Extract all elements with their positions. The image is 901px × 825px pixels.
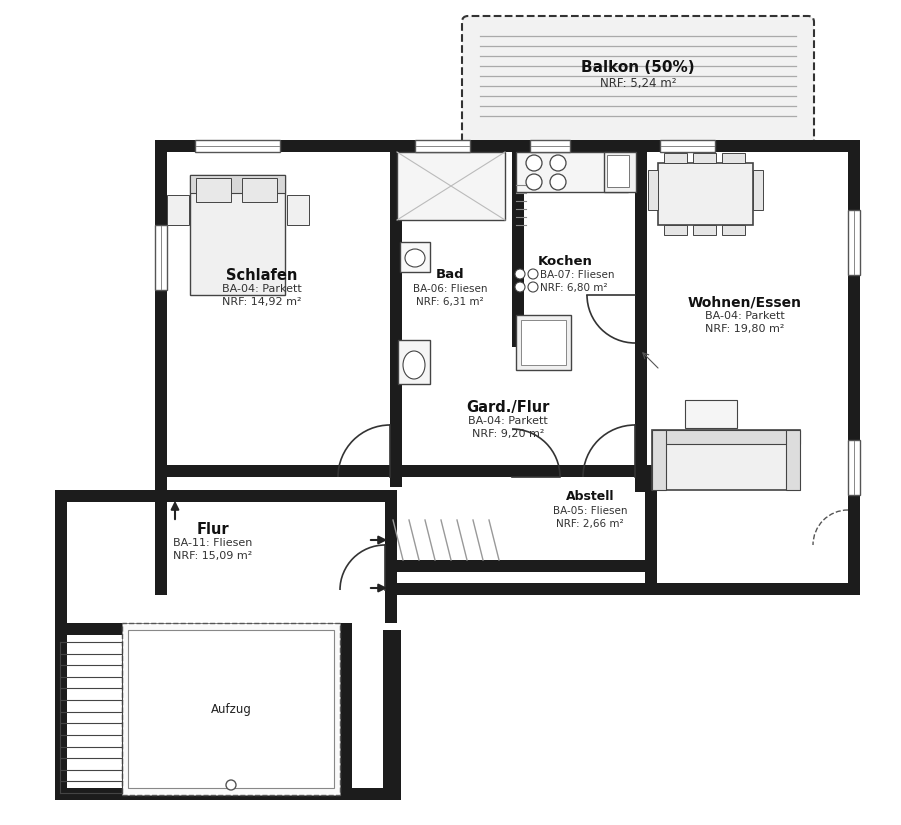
Text: Flur: Flur xyxy=(196,522,230,537)
Bar xyxy=(385,490,397,607)
Ellipse shape xyxy=(405,249,425,267)
Bar xyxy=(55,490,385,502)
Bar xyxy=(340,623,352,795)
Bar xyxy=(167,465,635,477)
Bar xyxy=(287,195,309,225)
Bar xyxy=(155,140,167,595)
Circle shape xyxy=(515,282,525,292)
Bar xyxy=(848,210,860,275)
Circle shape xyxy=(528,282,538,292)
Bar xyxy=(385,583,860,595)
Bar xyxy=(658,163,753,225)
Text: NRF: 6,80 m²: NRF: 6,80 m² xyxy=(540,283,607,293)
Text: BA-04: Parkett: BA-04: Parkett xyxy=(705,311,785,321)
Bar xyxy=(645,465,657,595)
Bar xyxy=(195,140,280,152)
Bar xyxy=(383,630,401,800)
Bar xyxy=(607,155,629,187)
Text: NRF: 2,66 m²: NRF: 2,66 m² xyxy=(556,519,623,529)
Circle shape xyxy=(526,155,542,171)
Text: BA-07: Fliesen: BA-07: Fliesen xyxy=(540,270,614,280)
Bar xyxy=(664,225,687,235)
Circle shape xyxy=(550,155,566,171)
Text: Wohnen/Essen: Wohnen/Essen xyxy=(688,295,802,309)
Bar xyxy=(196,178,231,202)
Bar xyxy=(604,152,636,192)
Circle shape xyxy=(515,269,525,279)
Bar xyxy=(122,623,340,635)
Text: BA-04: Parkett: BA-04: Parkett xyxy=(223,284,302,294)
Text: Aufzug: Aufzug xyxy=(211,703,251,715)
Bar xyxy=(685,400,737,428)
Bar xyxy=(400,242,430,272)
Bar xyxy=(122,623,134,795)
Bar xyxy=(190,175,285,295)
Bar xyxy=(652,430,666,490)
Bar xyxy=(398,340,430,384)
Text: NRF: 14,92 m²: NRF: 14,92 m² xyxy=(223,297,302,307)
Text: NRF: 5,24 m²: NRF: 5,24 m² xyxy=(600,77,677,90)
Bar xyxy=(122,783,340,795)
Bar xyxy=(122,623,340,795)
Bar xyxy=(722,153,745,163)
Bar xyxy=(530,140,570,152)
Text: Schlafen: Schlafen xyxy=(226,268,297,283)
Bar xyxy=(512,152,524,347)
Bar xyxy=(390,152,402,487)
Text: NRF: 15,09 m²: NRF: 15,09 m² xyxy=(173,551,252,561)
Bar xyxy=(397,560,645,572)
Bar xyxy=(128,630,334,788)
Text: NRF: 19,80 m²: NRF: 19,80 m² xyxy=(705,324,785,334)
Circle shape xyxy=(528,269,538,279)
Text: Gard./Flur: Gard./Flur xyxy=(467,400,550,415)
Bar xyxy=(652,430,800,444)
Ellipse shape xyxy=(403,351,425,379)
FancyBboxPatch shape xyxy=(462,16,814,146)
Bar xyxy=(648,170,658,210)
Bar xyxy=(55,490,67,800)
Text: NRF: 6,31 m²: NRF: 6,31 m² xyxy=(416,297,484,307)
Bar xyxy=(753,170,763,210)
Text: BA-06: Fliesen: BA-06: Fliesen xyxy=(413,284,487,294)
Text: Abstell: Abstell xyxy=(566,490,614,503)
Bar xyxy=(848,140,860,595)
Bar xyxy=(786,430,800,490)
Bar xyxy=(660,140,715,152)
Bar xyxy=(516,315,571,370)
Bar xyxy=(693,153,716,163)
Text: Bad: Bad xyxy=(436,268,464,281)
Bar xyxy=(397,152,505,220)
Bar xyxy=(155,225,167,290)
Circle shape xyxy=(526,174,542,190)
Bar xyxy=(385,583,397,623)
Bar xyxy=(521,320,566,365)
Text: BA-04: Parkett: BA-04: Parkett xyxy=(469,416,548,426)
Text: BA-11: Fliesen: BA-11: Fliesen xyxy=(173,538,252,548)
Circle shape xyxy=(550,174,566,190)
Bar xyxy=(848,440,860,495)
Bar xyxy=(722,225,745,235)
Circle shape xyxy=(226,780,236,790)
Bar xyxy=(415,140,470,152)
Bar xyxy=(155,140,860,152)
Bar xyxy=(67,623,307,635)
Text: NRF: 9,20 m²: NRF: 9,20 m² xyxy=(472,429,544,439)
Bar xyxy=(55,788,397,800)
Bar xyxy=(652,430,800,490)
Text: BA-05: Fliesen: BA-05: Fliesen xyxy=(552,506,627,516)
Bar xyxy=(516,152,628,192)
Bar xyxy=(167,195,189,225)
Bar xyxy=(190,175,285,193)
Text: Balkon (50%): Balkon (50%) xyxy=(581,60,695,75)
Bar xyxy=(635,152,647,492)
Text: Kochen: Kochen xyxy=(538,255,593,268)
Bar xyxy=(664,153,687,163)
Bar xyxy=(693,225,716,235)
Bar xyxy=(242,178,277,202)
